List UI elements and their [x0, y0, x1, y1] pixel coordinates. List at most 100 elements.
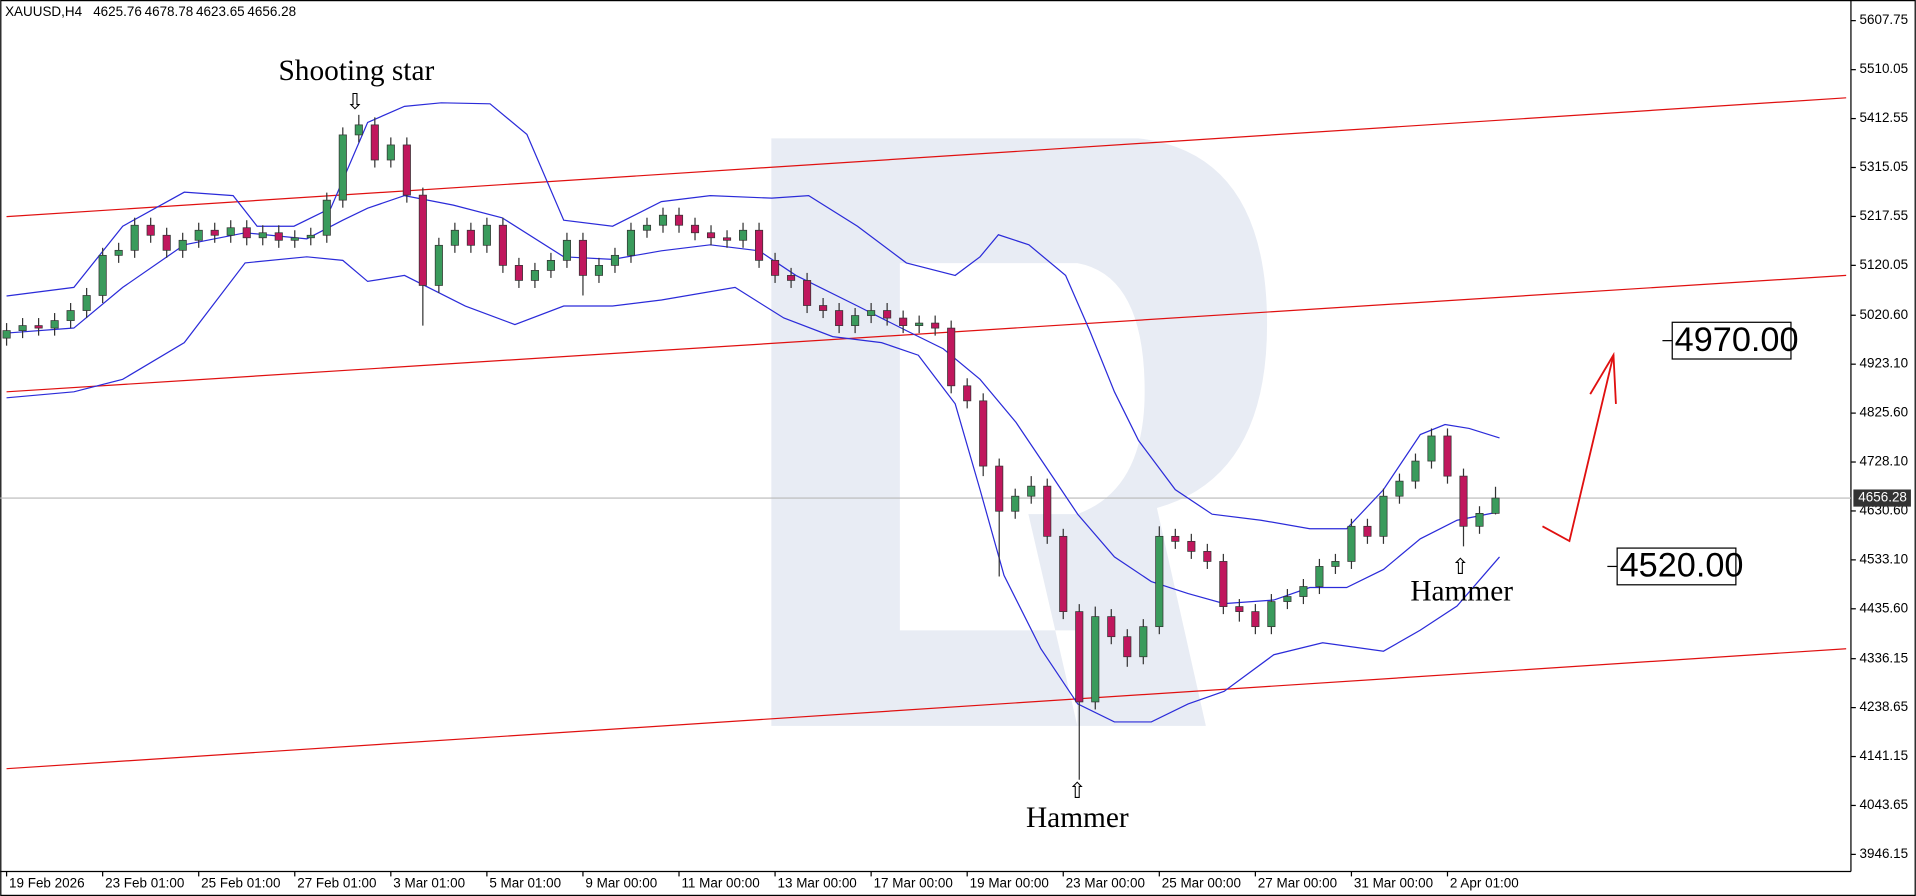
candle-body [354, 124, 363, 136]
candle-body [274, 232, 283, 241]
candle [146, 217, 155, 243]
candle-body [290, 237, 299, 241]
candle [514, 257, 523, 288]
candle-body [258, 232, 267, 239]
candle-body [803, 280, 812, 306]
candle [1363, 518, 1372, 544]
candle-body [546, 259, 555, 271]
candle-body [1299, 586, 1308, 597]
candle [706, 225, 716, 246]
candle [626, 222, 636, 263]
candle-body [931, 322, 940, 329]
annotation: Shooting star [278, 55, 434, 87]
candle [1427, 428, 1436, 469]
candle-body [883, 310, 892, 319]
x-tick-label: 25 Feb 01:00 [201, 875, 280, 890]
candle [338, 127, 347, 208]
candle [1251, 604, 1260, 635]
candle-body [1491, 497, 1500, 514]
candle [1075, 604, 1084, 780]
candle-body [178, 239, 187, 251]
candle-body [1475, 513, 1484, 527]
candle [995, 458, 1004, 577]
candle-body [482, 224, 491, 246]
candle-body [226, 227, 235, 236]
candle [642, 217, 652, 238]
candle [434, 237, 443, 293]
y-tick-label: 4043.65 [1860, 797, 1909, 812]
candle-body [1251, 611, 1260, 628]
candle [210, 222, 219, 243]
candle-body [1427, 435, 1436, 462]
level-box [1671, 321, 1792, 360]
candle [1187, 533, 1196, 559]
candle-body [1123, 636, 1132, 658]
candle [2, 323, 11, 346]
candle [1443, 428, 1452, 484]
candle-body [867, 310, 876, 316]
candle-body [1171, 535, 1180, 542]
candle [803, 272, 812, 314]
candle-body [1411, 460, 1420, 482]
candle [947, 320, 956, 394]
candle [1139, 619, 1148, 665]
candle-body [114, 249, 123, 256]
candle [386, 137, 395, 168]
candle-body [210, 229, 219, 236]
candle-body [1027, 485, 1036, 497]
candle [1331, 553, 1340, 574]
y-tick-label: 5315.05 [1860, 159, 1909, 174]
candle [562, 232, 571, 268]
x-tick-label: 27 Feb 01:00 [297, 875, 376, 890]
x-tick-label: 27 Mar 00:00 [1258, 875, 1337, 890]
candle-body [1331, 561, 1340, 567]
candle-body [835, 310, 844, 326]
candle-body [899, 317, 908, 326]
y-tick-label: 4728.10 [1860, 454, 1909, 469]
candle [771, 252, 780, 283]
candle [1283, 589, 1292, 610]
candle [178, 232, 187, 258]
candle [1059, 528, 1068, 620]
candle [114, 242, 123, 263]
x-tick-label: 11 Mar 00:00 [681, 875, 759, 890]
candle-body [562, 239, 571, 261]
candle [530, 262, 539, 288]
candle [274, 225, 283, 248]
candle-body [1315, 566, 1324, 587]
candle [34, 318, 43, 336]
candle-body [851, 315, 860, 326]
forecast-arrow [1542, 354, 1615, 543]
x-tick-label: 23 Mar 00:00 [1066, 875, 1145, 890]
candle [1155, 526, 1164, 635]
candle-body [34, 325, 43, 329]
y-tick-label: 4533.10 [1860, 551, 1909, 566]
candle-body [370, 124, 379, 161]
header-close: 4656.28 [247, 4, 296, 19]
candle [1123, 629, 1132, 667]
level-box [1616, 547, 1737, 586]
candle-body [995, 465, 1004, 512]
candle-body [739, 229, 748, 241]
pattern-arrow: ⇩ [346, 90, 364, 115]
candle-body [82, 295, 91, 311]
candle-body [1011, 495, 1020, 512]
forecast-arrow-head [1589, 351, 1617, 404]
candle [546, 252, 555, 278]
candle [50, 313, 59, 336]
x-tick-label: 3 Mar 01:00 [393, 875, 465, 890]
x-tick-label: 19 Feb 2026 [9, 875, 85, 890]
candle [899, 310, 908, 334]
candle-body [1363, 525, 1372, 537]
pattern-arrow: ⇧ [1451, 555, 1469, 580]
candle [1235, 599, 1244, 622]
y-tick-label: 5510.05 [1860, 61, 1909, 76]
candle-body [306, 234, 315, 239]
candle-body [706, 232, 716, 239]
candle-body [755, 229, 764, 261]
candle-body [50, 320, 59, 329]
candle [739, 222, 748, 248]
y-tick-label: 4238.65 [1860, 699, 1909, 714]
candle-body [690, 224, 700, 234]
